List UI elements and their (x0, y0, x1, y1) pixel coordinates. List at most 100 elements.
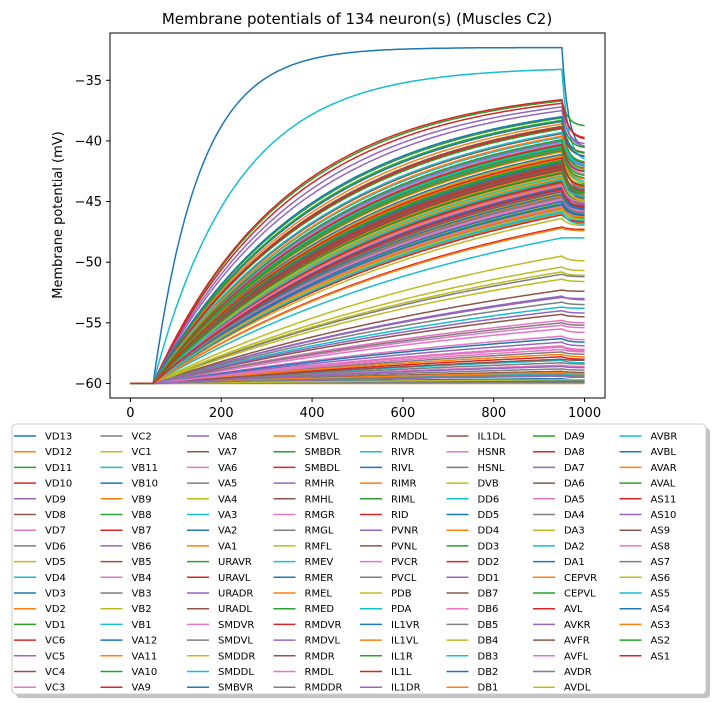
series-line-il1l (130, 126, 585, 385)
x-tick-label: 0 (126, 406, 134, 421)
legend-item: VB8 (100, 510, 152, 521)
legend-label: DD1 (478, 573, 500, 584)
legend-label: AS7 (651, 557, 671, 568)
legend-item: IL1DL (446, 432, 506, 443)
legend-label: IL1R (391, 651, 413, 662)
legend-item: DVB (446, 479, 499, 490)
legend-item: DA4 (533, 510, 585, 521)
series-line-avdr (130, 374, 585, 385)
legend-item: DD4 (446, 526, 499, 537)
legend-label: RMDR (305, 651, 335, 662)
legend-item: RIVR (360, 447, 415, 458)
legend-label: SMBVR (218, 683, 253, 694)
legend-label: AVBR (651, 432, 678, 443)
legend-label: VB11 (132, 463, 158, 474)
legend-item: HSNL (446, 463, 505, 474)
legend-label: AS1 (651, 651, 671, 662)
x-tick-label: 400 (300, 406, 325, 421)
legend-label: IL1L (391, 667, 412, 678)
legend-label: AS9 (651, 526, 671, 537)
legend-label: HSNL (478, 463, 505, 474)
legend-label: RMDVR (305, 620, 342, 631)
legend-item: URADR (187, 589, 253, 600)
legend-item: IL1VL (360, 636, 419, 647)
series-line-avbr (130, 178, 585, 385)
y-tick-label: −35 (75, 74, 102, 89)
legend-item: AVKR (533, 620, 591, 631)
plot-frame (109, 32, 606, 399)
legend-item: VB6 (100, 541, 152, 552)
legend-item: RIML (360, 494, 416, 505)
legend-label: AS4 (651, 604, 671, 615)
series-line-dd3 (130, 119, 585, 385)
legend-label: SMDDR (218, 651, 255, 662)
legend-label: DA8 (564, 447, 585, 458)
legend-label: AVKR (564, 620, 591, 631)
legend-item: AS3 (619, 620, 670, 631)
legend-item: AVDL (533, 683, 591, 694)
legend-item: VD10 (14, 479, 72, 490)
legend-item: DA7 (533, 463, 585, 474)
series-line-db4 (130, 278, 585, 385)
legend-item: RMEV (273, 557, 333, 568)
legend-label: VB3 (132, 589, 152, 600)
legend-label: RMDL (305, 667, 334, 678)
legend-item: VD8 (14, 510, 66, 521)
legend-label: VD11 (45, 463, 72, 474)
series-line-va2 (130, 153, 585, 385)
legend-item: VA6 (187, 463, 237, 474)
legend-label: VB1 (132, 620, 152, 631)
legend-label: VC5 (45, 651, 65, 662)
legend-label: DA5 (564, 494, 585, 505)
legend: VD13 VD12 VD11 VD10 VD9 VD8 VD7 VD6 VD5 VD4 VD3 VD2… (11, 423, 710, 698)
legend-label: URADR (218, 589, 253, 600)
legend-label: VD12 (45, 447, 72, 458)
series-line-vd2 (130, 123, 585, 385)
legend-label: RMHR (305, 479, 335, 490)
legend-label: DA7 (564, 463, 585, 474)
legend-label: PVNL (391, 541, 417, 552)
legend-item: CEPVL (533, 589, 596, 600)
legend-item: RMHR (273, 479, 335, 490)
series-line-pdb (130, 266, 585, 385)
series-line-vd4 (130, 68, 585, 385)
legend-item: VD9 (14, 494, 66, 505)
legend-item: DA2 (533, 541, 585, 552)
legend-item: AVDR (533, 667, 592, 678)
series-line-rmel (130, 353, 585, 385)
legend-label: DA1 (564, 557, 585, 568)
legend-label: URAVL (218, 573, 251, 584)
legend-item: VB10 (100, 479, 158, 490)
legend-label: AVDL (564, 683, 591, 694)
legend-item: AVAR (619, 463, 677, 474)
legend-item: SMBDR (273, 447, 341, 458)
legend-item: VD11 (14, 463, 72, 474)
legend-label: DA9 (564, 432, 585, 443)
legend-label: VD2 (45, 604, 66, 615)
legend-label: VA8 (218, 432, 237, 443)
legend-item: DB5 (446, 620, 498, 631)
legend-label: AVAR (651, 463, 677, 474)
legend-item: URADL (187, 604, 252, 615)
legend-label: VA5 (218, 479, 237, 490)
legend-label: RMER (305, 573, 334, 584)
legend-item: VD1 (14, 620, 66, 631)
legend-label: SMDVR (218, 620, 254, 631)
legend-item: RMHL (273, 494, 334, 505)
series-line-rmdvl (130, 296, 585, 385)
series-line-as5 (130, 211, 585, 385)
y-axis-label: Membrane potential (mV) (51, 131, 66, 298)
legend-label: DA2 (564, 541, 585, 552)
legend-item: IL1L (360, 667, 412, 678)
legend-label: VD13 (45, 432, 72, 443)
legend-item: PVCR (360, 557, 418, 568)
x-axis: 0 200 400 600 800 1000 (126, 398, 601, 421)
legend-label: VB7 (132, 526, 152, 537)
legend-item: VD6 (14, 541, 66, 552)
legend-item: VA3 (187, 510, 237, 521)
legend-item: AS11 (619, 494, 676, 505)
legend-label: VD1 (45, 620, 66, 631)
legend-item: AS9 (619, 526, 671, 537)
legend-item: SMBDL (273, 463, 340, 474)
legend-label: RIML (391, 494, 416, 505)
